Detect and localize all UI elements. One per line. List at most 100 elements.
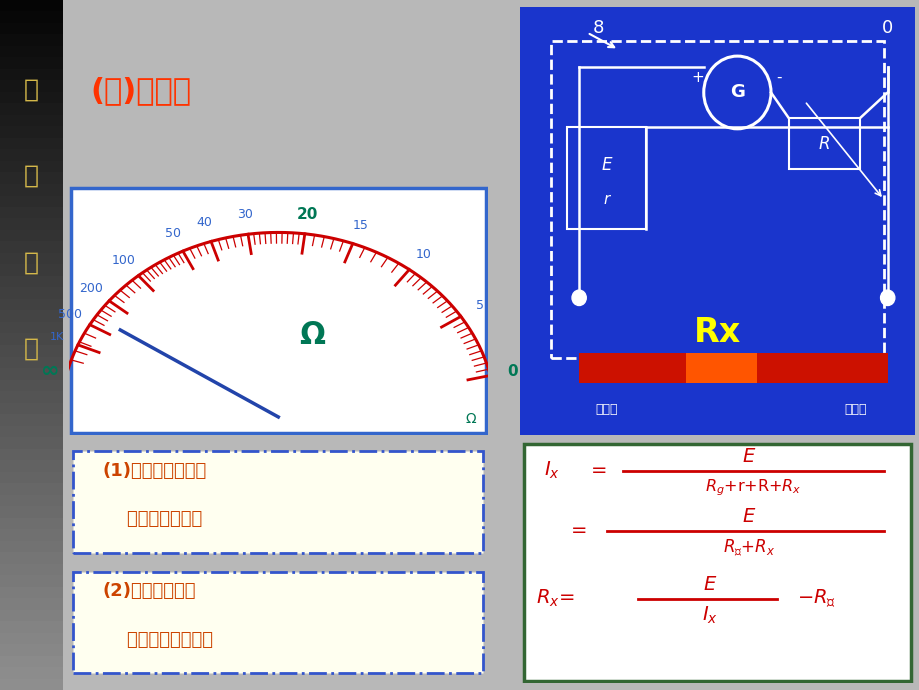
- Bar: [0, 471, 62, 483]
- Bar: [0, 656, 62, 667]
- Text: +: +: [691, 70, 703, 85]
- Text: -: -: [776, 70, 781, 85]
- Bar: [0, 402, 62, 414]
- Bar: [0, 46, 62, 57]
- Bar: [0, 299, 62, 310]
- Text: $R_g$+r+R+$R_x$: $R_g$+r+R+$R_x$: [704, 477, 800, 497]
- Bar: [0, 69, 62, 81]
- Text: 欧: 欧: [24, 164, 39, 188]
- Bar: [0, 115, 62, 126]
- Bar: [0, 253, 62, 264]
- FancyBboxPatch shape: [523, 444, 911, 680]
- Bar: [0, 219, 62, 230]
- Text: $I_x$: $I_x$: [701, 605, 717, 626]
- Text: 红表笔: 红表笔: [595, 402, 618, 415]
- Bar: [0, 437, 62, 448]
- Bar: [0, 357, 62, 368]
- Bar: [0, 633, 62, 644]
- Text: $E$: $E$: [702, 575, 716, 593]
- Bar: [0, 495, 62, 506]
- Text: Rx: Rx: [693, 315, 741, 348]
- Text: $R_{内}$+$R_x$: $R_{内}$+$R_x$: [722, 538, 775, 558]
- Bar: [0, 81, 62, 92]
- Bar: [0, 678, 62, 690]
- Bar: [0, 564, 62, 575]
- Bar: [0, 161, 62, 172]
- Bar: [0, 518, 62, 529]
- Text: r: r: [603, 192, 609, 207]
- Circle shape: [572, 290, 585, 306]
- Text: ∞: ∞: [40, 361, 59, 381]
- Bar: [0, 380, 62, 391]
- Bar: [579, 353, 887, 384]
- Bar: [0, 540, 62, 552]
- Text: Ω: Ω: [465, 412, 476, 426]
- Text: =: =: [571, 522, 586, 540]
- Bar: [0, 391, 62, 402]
- Text: R: R: [818, 135, 829, 152]
- Bar: [0, 138, 62, 150]
- Text: 0: 0: [507, 364, 517, 379]
- Circle shape: [879, 290, 894, 306]
- Bar: [0, 230, 62, 241]
- Bar: [0, 172, 62, 184]
- Text: 15: 15: [352, 219, 369, 232]
- Bar: [0, 426, 62, 437]
- Text: 100: 100: [111, 254, 135, 267]
- Bar: [0, 34, 62, 46]
- Text: 30: 30: [236, 208, 253, 221]
- Bar: [0, 92, 62, 104]
- Bar: [0, 368, 62, 380]
- Text: $I_x$: $I_x$: [543, 460, 559, 481]
- Bar: [0, 126, 62, 138]
- Text: 左边密、右边稀。: 左边密、右边稀。: [102, 631, 213, 649]
- Bar: [0, 483, 62, 495]
- Text: $R_x$=: $R_x$=: [535, 588, 573, 609]
- Bar: [0, 0, 62, 12]
- Bar: [0, 104, 62, 115]
- Text: 1K: 1K: [50, 332, 63, 342]
- Bar: [0, 414, 62, 426]
- Bar: [0, 310, 62, 322]
- Bar: [0, 57, 62, 69]
- Text: 50: 50: [165, 227, 181, 240]
- Bar: [0, 609, 62, 621]
- FancyBboxPatch shape: [71, 188, 485, 433]
- Bar: [0, 241, 62, 253]
- Text: (1)零刻度在右边，: (1)零刻度在右边，: [102, 462, 207, 480]
- Text: 40: 40: [196, 217, 211, 229]
- Bar: [0, 276, 62, 288]
- Text: 500: 500: [58, 308, 82, 322]
- Text: 表: 表: [24, 337, 39, 360]
- Bar: [0, 460, 62, 471]
- Text: $E$: $E$: [742, 507, 755, 526]
- Text: 200: 200: [79, 282, 103, 295]
- FancyBboxPatch shape: [74, 572, 482, 673]
- Text: 20: 20: [297, 207, 318, 222]
- Bar: [0, 506, 62, 518]
- Bar: [686, 353, 756, 384]
- Bar: [0, 598, 62, 609]
- Text: Ω: Ω: [299, 321, 324, 350]
- Text: 10: 10: [414, 248, 431, 261]
- Bar: [0, 12, 62, 23]
- Bar: [0, 322, 62, 333]
- Text: (2)刻度不均匀，: (2)刻度不均匀，: [102, 582, 196, 600]
- Bar: [0, 529, 62, 540]
- Bar: [0, 184, 62, 195]
- Bar: [0, 264, 62, 276]
- Bar: [0, 667, 62, 678]
- Text: 0: 0: [881, 19, 892, 37]
- Bar: [0, 575, 62, 586]
- Text: 一: 一: [24, 78, 39, 101]
- Bar: [0, 552, 62, 564]
- Bar: [0, 644, 62, 655]
- Text: $-R_{内}$: $-R_{内}$: [796, 587, 834, 610]
- Text: G: G: [729, 83, 744, 101]
- Text: 5: 5: [476, 299, 483, 313]
- Bar: [0, 150, 62, 161]
- Bar: [0, 195, 62, 207]
- Bar: [0, 23, 62, 34]
- Text: $E$: $E$: [742, 446, 755, 466]
- Text: 左边为无限大。: 左边为无限大。: [102, 510, 202, 528]
